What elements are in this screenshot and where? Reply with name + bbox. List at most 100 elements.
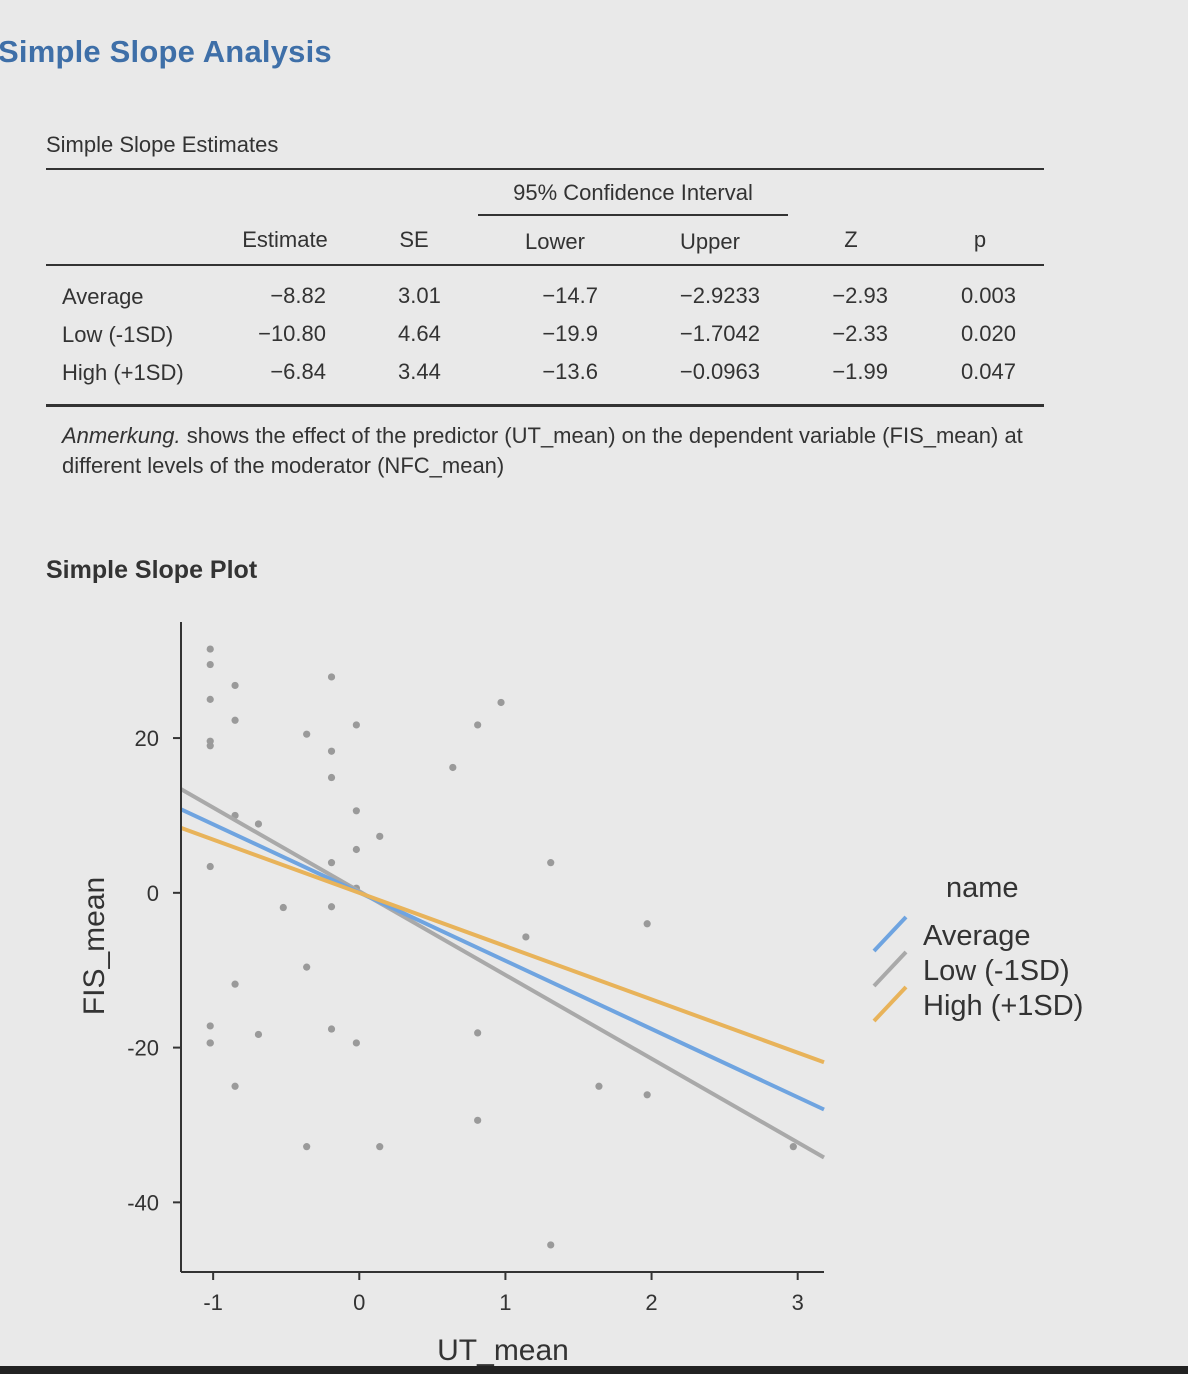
data-point [352,845,360,854]
data-point [303,1143,311,1151]
cell-upper: −2.9233 [679,283,760,308]
data-point [327,747,336,755]
slope-line-average [180,807,825,1112]
x-tick-label: 3 [792,1290,804,1315]
table-bottom-rule [46,404,1044,407]
table-caption: Simple Slope Estimates [46,132,279,157]
data-point [279,903,287,912]
legend-title: name [946,872,1019,904]
table-header-rule [46,264,1044,266]
simple-slope-plot: -40 -20 0 20 -1 0 1 2 3 UT_mean FIS_mean name A… [78,622,1083,1367]
cell-p: 0.003 [960,283,1016,308]
data-point [231,1082,239,1090]
note-text: shows the effect of the predictor (UT_me… [62,423,1023,478]
data-point [327,773,336,782]
cell-p: 0.020 [960,321,1016,346]
data-point [254,820,263,828]
data-point [352,807,360,815]
data-point [206,742,214,750]
row-label: Average [62,284,144,309]
data-point [376,1143,384,1151]
data-point [231,681,239,690]
data-point [474,1029,482,1037]
data-point [643,1091,651,1099]
data-point [522,933,530,941]
data-point [231,980,239,988]
page-title: Simple Slope Analysis [0,34,332,69]
data-point [206,1022,214,1030]
y-ticks: -40 -20 0 20 [127,726,181,1215]
data-point [327,673,336,681]
x-ticks: -1 0 1 2 3 [203,1272,804,1315]
table-top-rule [46,168,1044,170]
y-tick-label: 0 [147,881,159,906]
data-point [352,1039,360,1047]
y-tick-label: -20 [127,1036,159,1061]
ci-header-rule [478,214,788,216]
cell-z: −1.99 [832,359,888,384]
data-point [231,716,239,724]
row-label: High (+1SD) [62,360,184,385]
data-point [376,832,384,840]
slope-line-high-1sd [180,825,825,1065]
plot-title: Simple Slope Plot [46,556,258,584]
data-point [497,698,505,707]
legend-swatch [872,950,908,988]
cell-upper: −1.7042 [679,321,760,346]
cell-lower: −19.9 [542,321,598,346]
col-header-lower: Lower [525,229,585,254]
slope-line-low-1sd [180,787,825,1160]
data-point [303,963,311,971]
cell-estimate: −8.82 [270,283,326,308]
cell-lower: −14.7 [542,283,598,308]
data-point [547,1241,555,1249]
window-bottom-edge [0,1366,1188,1374]
col-header-upper: Upper [680,229,740,254]
legend-label: Average [923,920,1031,952]
y-tick-label: 20 [135,726,159,751]
data-point [643,920,651,928]
y-tick-label: -40 [127,1190,159,1215]
col-header-estimate: Estimate [242,227,328,252]
col-header-se: SE [399,227,429,252]
legend-label: Low (-1SD) [923,955,1070,987]
data-point [206,660,214,669]
table-note: Anmerkung. shows the effect of the predi… [62,421,1042,481]
data-point [474,721,482,729]
col-header-z: Z [844,227,858,252]
data-point [206,695,214,703]
scatter-points [206,645,797,1249]
x-tick-label: -1 [203,1290,223,1315]
cell-estimate: −10.80 [258,321,326,346]
legend-label: High (+1SD) [923,990,1083,1022]
data-point [327,1025,336,1033]
data-point [206,1039,214,1047]
cell-lower: −13.6 [542,359,598,384]
legend-swatch [872,915,908,953]
cell-se: 3.44 [398,359,441,384]
cell-estimate: −6.84 [270,359,326,384]
data-point [547,859,555,867]
cell-z: −2.93 [832,283,888,308]
legend-swatch [872,985,908,1023]
data-point [327,903,336,911]
cell-z: −2.33 [832,321,888,346]
data-point [474,1116,482,1124]
note-label: Anmerkung. [62,423,181,448]
data-point [303,730,311,738]
x-tick-label: 2 [645,1290,657,1315]
cell-p: 0.047 [960,359,1016,384]
x-tick-label: 1 [499,1290,511,1315]
y-axis-label: FIS_mean [78,877,111,1015]
data-point [206,645,214,653]
data-point [595,1082,603,1090]
cell-upper: −0.0963 [679,359,760,384]
data-point [449,763,457,772]
ci-header: 95% Confidence Interval [513,180,753,205]
col-header-p: p [973,227,987,252]
slope-lines [180,787,825,1160]
cell-se: 4.64 [398,321,441,346]
data-point [206,862,214,871]
data-point [789,1143,797,1151]
